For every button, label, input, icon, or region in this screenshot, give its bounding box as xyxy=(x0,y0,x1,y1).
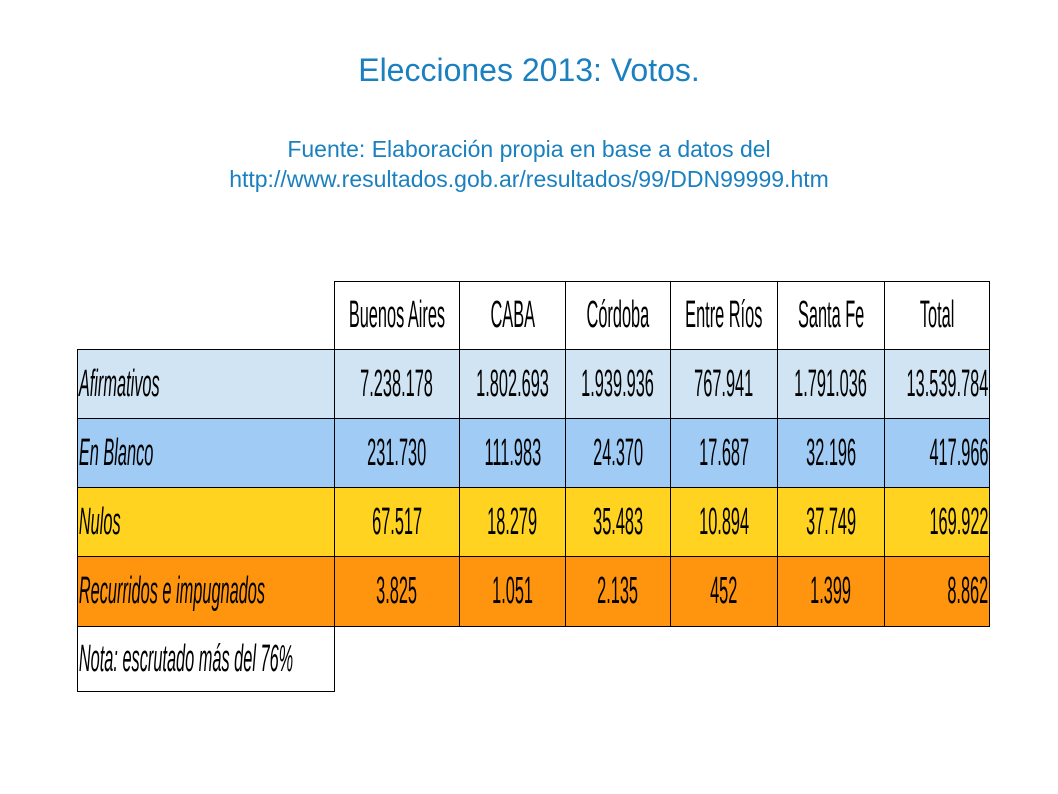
cell-text: Entre Ríos xyxy=(685,294,763,336)
header-cell: Entre Ríos xyxy=(670,281,778,350)
cell-text: 1.051 xyxy=(492,570,533,612)
row-label: Afirmativos xyxy=(77,349,335,419)
cell-text: 1.939.936 xyxy=(581,362,655,405)
value-cell: 1.399 xyxy=(777,556,885,627)
cell-text: Santa Fe xyxy=(797,294,865,336)
cell-text: Nulos xyxy=(78,500,121,543)
value-cell: 37.749 xyxy=(777,487,885,557)
cell-text: 10.894 xyxy=(699,500,749,543)
cell-text: 111.983 xyxy=(484,431,541,474)
value-cell: 7.238.178 xyxy=(334,349,460,419)
value-cell: 1.791.036 xyxy=(777,349,885,419)
value-cell: 2.135 xyxy=(565,556,671,627)
value-cell: 1.051 xyxy=(459,556,566,627)
subtitle: Fuente: Elaboración propia en base a dat… xyxy=(287,136,771,162)
value-cell: 24.370 xyxy=(565,418,671,488)
value-cell: 1.939.936 xyxy=(565,349,671,419)
row-label: Recurridos e impugnados xyxy=(77,556,335,627)
title: Elecciones 2013: Votos. xyxy=(358,52,700,88)
value-cell: 13.539.784 xyxy=(884,349,990,419)
cell-text: Recurridos e impugnados xyxy=(78,570,266,612)
value-cell: 18.279 xyxy=(459,487,566,557)
cell-text: 37.749 xyxy=(806,500,856,543)
cell-text: 67.517 xyxy=(372,500,422,543)
cell-text: Nota: escrutado más del 76% xyxy=(78,637,294,680)
cell-text: 17.687 xyxy=(699,431,749,474)
header-cell: CABA xyxy=(459,281,566,350)
header-cell: Santa Fe xyxy=(777,281,885,350)
cell-text: 24.370 xyxy=(593,431,643,474)
cell-text: 169.922 xyxy=(929,500,989,543)
value-cell: 17.687 xyxy=(670,418,778,488)
cell-text: 452 xyxy=(710,570,738,612)
cell-text: 1.399 xyxy=(810,570,852,612)
cell-text: Córdoba xyxy=(586,294,650,336)
value-cell: 35.483 xyxy=(565,487,671,557)
cell-text: 13.539.784 xyxy=(906,362,989,405)
cell-text: 32.196 xyxy=(806,431,856,474)
cell-text: 767.941 xyxy=(694,362,754,405)
value-cell: 767.941 xyxy=(670,349,778,419)
cell-text: Total xyxy=(919,294,955,336)
header-cell: Córdoba xyxy=(565,281,671,350)
note: Nota: escrutado más del 76% xyxy=(77,626,335,692)
cell-text: 7.238.178 xyxy=(360,362,434,405)
cell-text: CABA xyxy=(490,294,535,336)
value-cell: 10.894 xyxy=(670,487,778,557)
value-cell: 32.196 xyxy=(777,418,885,488)
cell-text: 35.483 xyxy=(593,500,643,543)
value-cell: 452 xyxy=(670,556,778,627)
row-label: En Blanco xyxy=(77,418,335,488)
cell-text: 8.862 xyxy=(947,570,989,612)
cell-text: Buenos Aires xyxy=(348,294,446,336)
cell-text: 1.802.693 xyxy=(476,362,549,405)
value-cell: 8.862 xyxy=(884,556,990,627)
cell-text: 231.730 xyxy=(367,431,427,474)
value-cell: 3.825 xyxy=(334,556,460,627)
value-cell: 417.966 xyxy=(884,418,990,488)
subtitle: http://www.resultados.gob.ar/resultados/… xyxy=(229,166,829,192)
header-cell: Total xyxy=(884,281,990,350)
value-cell: 231.730 xyxy=(334,418,460,488)
cell-text: 3.825 xyxy=(376,570,418,612)
cell-text: 18.279 xyxy=(487,500,538,543)
header-cell: Buenos Aires xyxy=(334,281,460,350)
value-cell: 169.922 xyxy=(884,487,990,557)
row-label: Nulos xyxy=(77,487,335,557)
cell-text: 2.135 xyxy=(597,570,639,612)
cell-text: 417.966 xyxy=(929,431,989,474)
value-cell: 1.802.693 xyxy=(459,349,566,419)
cell-text: 1.791.036 xyxy=(794,362,868,405)
cell-text: En Blanco xyxy=(78,431,154,474)
value-cell: 111.983 xyxy=(459,418,566,488)
value-cell: 67.517 xyxy=(334,487,460,557)
cell-text: Afirmativos xyxy=(78,362,160,405)
